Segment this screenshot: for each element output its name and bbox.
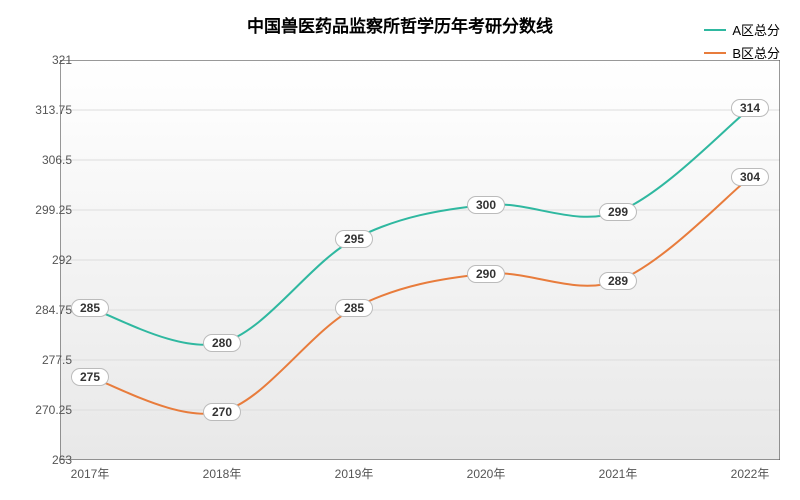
data-label: 280 (203, 334, 241, 352)
y-axis-label: 299.25 (22, 203, 72, 217)
data-label: 270 (203, 403, 241, 421)
data-label: 295 (335, 230, 373, 248)
data-label: 289 (599, 272, 637, 290)
data-label: 285 (71, 299, 109, 317)
x-axis-label: 2021年 (599, 465, 638, 482)
y-axis-label: 263 (22, 453, 72, 467)
legend-swatch-a (704, 29, 726, 31)
y-axis-label: 313.75 (22, 103, 72, 117)
x-axis-label: 2017年 (71, 465, 110, 482)
y-axis-label: 321 (22, 53, 72, 67)
legend-label-a: A区总分 (732, 20, 780, 39)
x-axis-label: 2020年 (467, 465, 506, 482)
y-axis-label: 284.75 (22, 303, 72, 317)
data-label: 285 (335, 299, 373, 317)
chart-title: 中国兽医药品监察所哲学历年考研分数线 (0, 12, 800, 37)
y-axis-label: 277.5 (22, 353, 72, 367)
y-axis-label: 270.25 (22, 403, 72, 417)
y-axis-label: 292 (22, 253, 72, 267)
y-axis-label: 306.5 (22, 153, 72, 167)
chart-container: 中国兽医药品监察所哲学历年考研分数线 A区总分 B区总分 263270.2527… (0, 0, 800, 500)
x-axis-label: 2022年 (731, 465, 770, 482)
x-axis-label: 2019年 (335, 465, 374, 482)
data-label: 300 (467, 196, 505, 214)
data-label: 290 (467, 265, 505, 283)
plot-area (60, 60, 780, 460)
x-axis-label: 2018年 (203, 465, 242, 482)
data-label: 275 (71, 368, 109, 386)
data-label: 314 (731, 99, 769, 117)
data-label: 304 (731, 168, 769, 186)
legend-swatch-b (704, 52, 726, 54)
legend-item-a: A区总分 (704, 20, 780, 39)
data-label: 299 (599, 203, 637, 221)
